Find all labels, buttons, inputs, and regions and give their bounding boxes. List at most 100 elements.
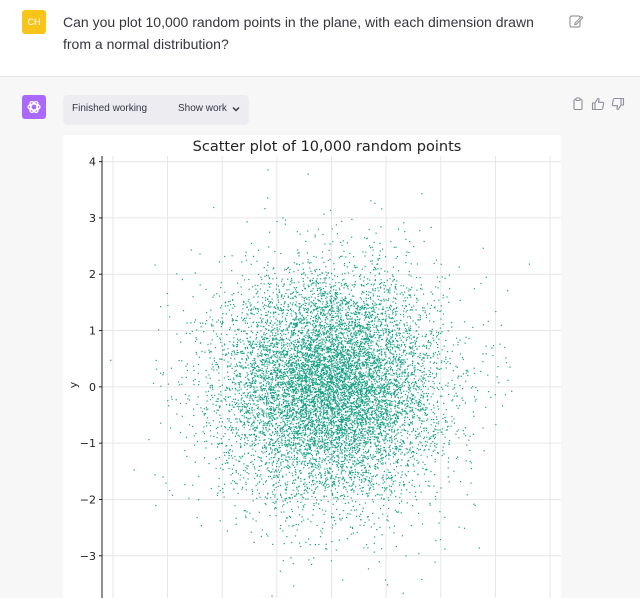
scatter-point [366,408,368,410]
scatter-point [269,428,271,430]
scatter-point [261,529,263,531]
scatter-point [313,360,315,362]
scatter-point [318,325,320,327]
scatter-point [396,370,398,372]
scatter-point [273,460,275,462]
scatter-point [314,441,316,443]
show-work-button[interactable]: Show work [178,103,227,114]
scatter-point [232,319,234,321]
scatter-point [413,413,415,415]
scatter-point [223,483,226,485]
scatter-point [282,500,284,502]
scatter-point [418,319,420,321]
scatter-point [329,448,331,450]
scatter-point [320,313,322,316]
scatter-point [410,524,412,527]
scatter-point [379,257,381,260]
scatter-point [399,369,401,371]
scatter-point [397,402,399,404]
scatter-point [274,362,276,364]
scatter-point [377,375,379,377]
thumbs-up-icon[interactable] [591,97,605,111]
scatter-point [353,346,355,349]
scatter-point [385,373,387,375]
scatter-point [433,321,435,323]
scatter-point [390,346,392,348]
scatter-point [196,329,198,331]
scatter-point [367,336,369,338]
scatter-point [381,487,383,489]
scatter-point [385,378,387,380]
scatter-point [432,393,434,395]
scatter-point [313,410,315,412]
scatter-point [362,403,364,405]
copy-icon[interactable] [571,97,585,111]
scatter-point [260,388,262,390]
scatter-point [357,395,359,397]
scatter-point [302,389,304,392]
scatter-point [346,375,348,377]
scatter-point [298,416,300,418]
scatter-point [326,410,328,412]
scatter-point [286,434,289,436]
scatter-point [405,430,407,432]
thumbs-down-icon[interactable] [611,97,625,111]
scatter-point [292,291,295,293]
scatter-point [312,288,314,290]
scatter-point [332,368,334,370]
scatter-point [382,438,384,440]
scatter-point [375,450,377,453]
scatter-point [352,406,354,408]
scatter-point [273,369,275,372]
scatter-point [421,345,424,347]
scatter-point [401,396,403,398]
scatter-point [288,357,290,359]
scatter-point [289,414,291,416]
scatter-point [437,346,439,349]
scatter-point [341,478,343,480]
scatter-point [367,325,369,327]
scatter-point [276,430,279,433]
scatter-point [365,401,367,404]
edit-icon[interactable] [568,13,584,29]
scatter-point [320,291,322,293]
scatter-point [382,392,384,394]
scatter-point [286,410,289,412]
scatter-point [285,440,287,442]
scatter-point [396,341,398,343]
scatter-point [378,418,380,420]
scatter-point [304,395,306,397]
scatter-point [372,395,375,397]
scatter-point [296,449,299,451]
scatter-point [347,495,349,497]
scatter-point [409,385,411,387]
scatter-point [289,284,291,286]
scatter-point [398,382,400,384]
scatter-point [361,381,363,384]
scatter-point [400,453,402,455]
scatter-point [380,391,382,393]
scatter-point [301,305,303,307]
scatter-point [445,384,447,386]
scatter-point [278,476,280,478]
scatter-point [336,297,338,299]
scatter-point [303,420,305,422]
scatter-point [317,371,319,373]
chevron-down-icon[interactable] [231,104,241,114]
scatter-point [309,401,311,403]
scatter-point [355,411,357,413]
scatter-point [291,386,293,388]
scatter-point [275,474,277,477]
scatter-point [328,364,330,367]
scatter-point [272,425,274,427]
scatter-point [337,409,339,411]
scatter-point [317,486,319,488]
scatter-point [286,460,288,462]
scatter-point [302,365,304,367]
scatter-point [377,406,379,408]
scatter-point [392,329,394,331]
scatter-point [411,365,413,367]
scatter-point [239,410,241,412]
scatter-point [384,442,386,444]
scatter-point [302,268,304,270]
